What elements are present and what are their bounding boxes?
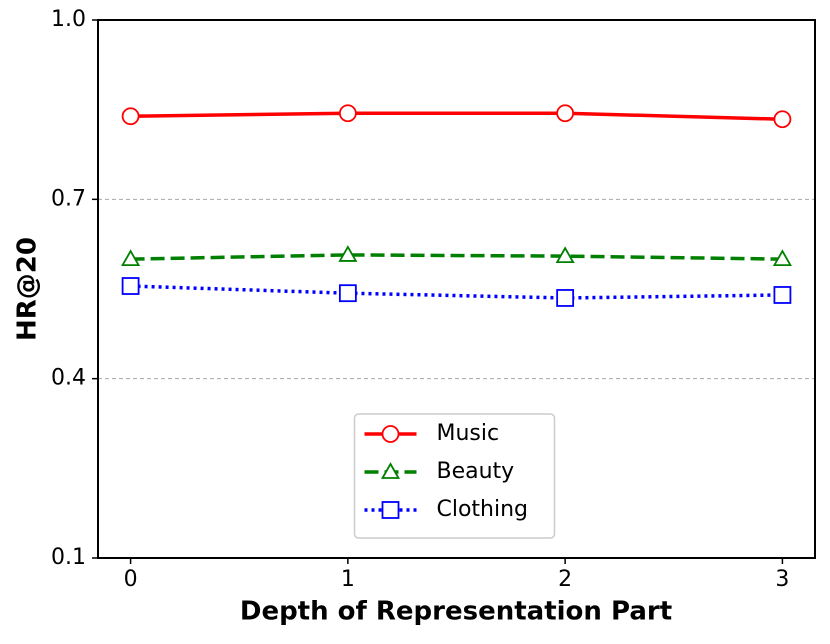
legend-label: Clothing: [437, 497, 529, 522]
marker: [773, 110, 792, 129]
x-tick-label: 2: [558, 567, 572, 592]
marker: [338, 245, 358, 262]
marker: [773, 286, 792, 304]
marker: [556, 289, 575, 307]
series-line: [130, 111, 783, 121]
marker: [121, 107, 140, 126]
x-tick-label: 0: [124, 567, 138, 592]
y-tick-label: 1.0: [51, 7, 86, 32]
marker: [121, 249, 141, 267]
marker: [555, 246, 575, 264]
legend: Music Beauty Clothing: [353, 413, 556, 539]
legend-frame: [353, 413, 556, 539]
x-tick-label: 3: [775, 567, 789, 592]
marker: [772, 249, 792, 267]
legend-marker: [380, 462, 401, 479]
series-line: [130, 253, 783, 261]
x-axis-label: Depth of Representation Part: [240, 597, 672, 627]
y-axis-label: HR@20: [13, 237, 43, 341]
series-line: [130, 284, 783, 300]
y-tick-label: 0.4: [51, 366, 86, 391]
y-tick-label: 0.7: [51, 186, 86, 211]
marker: [338, 284, 357, 303]
legend-marker: [381, 425, 400, 443]
x-tick-label: 1: [341, 567, 355, 592]
marker: [556, 104, 575, 123]
marker: [338, 104, 357, 123]
legend-label: Beauty: [437, 459, 515, 484]
marker: [121, 277, 140, 295]
legend-marker: [381, 501, 400, 519]
legend-label: Music: [437, 421, 500, 446]
plot-frame: [97, 19, 816, 559]
y-tick-label: 0.1: [51, 545, 86, 570]
